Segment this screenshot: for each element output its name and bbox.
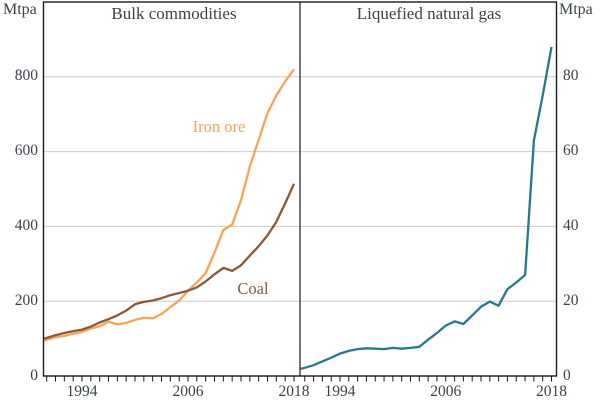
series-label-iron-ore: Iron ore <box>192 117 246 136</box>
series-line-iron-ore <box>43 68 295 342</box>
x-axis-label: 1994 <box>324 383 356 400</box>
y-axis-label-right: 0 <box>563 366 571 384</box>
y-axis-label-left: 0 <box>30 366 38 384</box>
x-axis-label: 2006 <box>172 383 204 400</box>
x-axis-label: 2006 <box>430 383 462 400</box>
y-axis-label-right: 80 <box>563 67 579 85</box>
x-axis-label: 2018 <box>536 383 567 400</box>
y-axis-label-left: 200 <box>14 291 38 309</box>
y-axis-label-left: 800 <box>14 67 38 85</box>
x-axis-label: 2018 <box>278 383 310 400</box>
series-line-coal <box>43 183 296 340</box>
y-axis-label-left: 400 <box>14 216 38 234</box>
x-axis-label: 1994 <box>66 383 98 400</box>
left-axis-unit-label: Mtpa <box>3 1 37 18</box>
series-label-coal: Coal <box>237 279 269 298</box>
y-axis-label-right: 60 <box>563 142 579 160</box>
right-axis-unit-label: Mtpa <box>559 1 593 18</box>
y-axis-label-right: 20 <box>563 291 579 309</box>
y-axis-label-right: 40 <box>563 216 579 234</box>
panel-title-liquefied-natural-gas: Liquefied natural gas <box>356 4 502 23</box>
series-line-liquefied-natural-gas <box>300 46 553 371</box>
panel-title-bulk-commodities: Bulk commodities <box>111 4 237 23</box>
y-axis-label-left: 600 <box>14 142 38 160</box>
